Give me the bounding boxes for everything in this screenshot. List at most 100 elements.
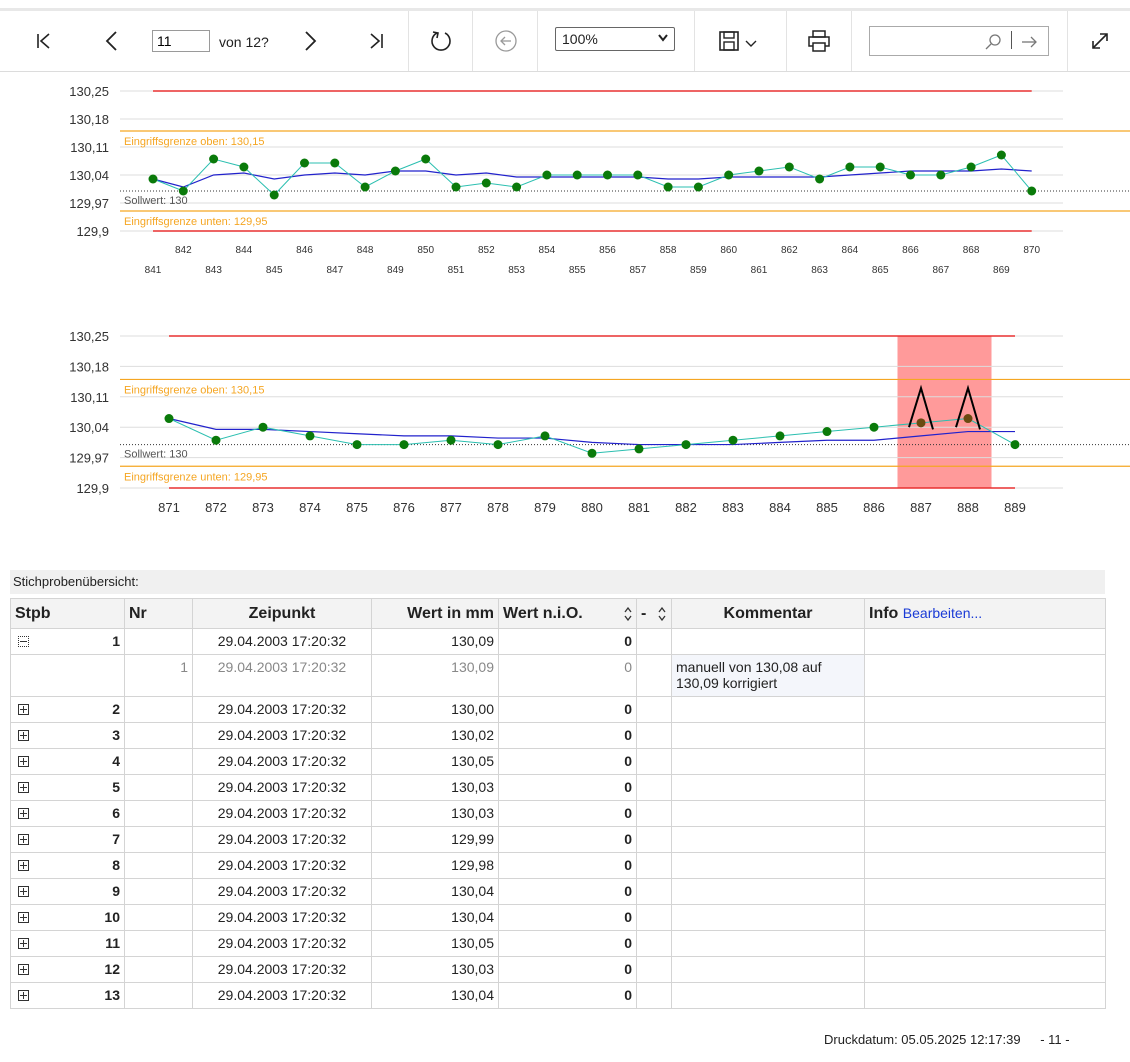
cell-wert: 129,99 (371, 826, 499, 853)
table-row[interactable]: 1 29.04.2003 17:20:32 130,09 0 (10, 628, 1106, 655)
cell-wert-nio: 0 (498, 852, 637, 879)
data-point (572, 170, 582, 180)
search-icon[interactable] (984, 33, 1004, 51)
x-tick-label: 884 (769, 500, 791, 515)
y-tick-label: 130,11 (70, 140, 109, 155)
cell-zeitpunkt: 29.04.2003 17:20:32 (192, 800, 372, 827)
data-point (481, 178, 491, 188)
y-tick-label: 130,25 (69, 84, 109, 99)
expand-icon[interactable] (18, 886, 29, 897)
stpb-value: 8 (112, 857, 120, 873)
cell-dash (636, 930, 672, 957)
table-row[interactable]: 12 29.04.2003 17:20:32 130,03 0 (10, 956, 1106, 983)
cell-info (864, 748, 1106, 775)
x-tick-label: 861 (751, 265, 768, 276)
y-tick-label: 129,9 (76, 224, 109, 239)
table-row[interactable]: 9 29.04.2003 17:20:32 130,04 0 (10, 878, 1106, 905)
data-point (148, 174, 158, 184)
table-row[interactable]: 5 29.04.2003 17:20:32 130,03 0 (10, 774, 1106, 801)
x-tick-label: 866 (902, 245, 919, 256)
x-tick-label: 847 (326, 265, 343, 276)
first-page-button[interactable] (28, 11, 60, 71)
x-tick-label: 858 (660, 245, 677, 256)
stpb-value: 1 (112, 633, 120, 649)
table-row[interactable]: 7 29.04.2003 17:20:32 129,99 0 (10, 826, 1106, 853)
cell-dash (636, 628, 672, 655)
cell-zeitpunkt: 29.04.2003 17:20:32 (192, 748, 372, 775)
alarm-highlight-area (897, 336, 992, 488)
table-row[interactable]: 13 29.04.2003 17:20:32 130,04 0 (10, 982, 1106, 1009)
expand-icon[interactable] (18, 990, 29, 1001)
table-row[interactable]: 2 29.04.2003 17:20:32 130,00 0 (10, 696, 1106, 723)
column-header-nr[interactable]: Nr (124, 598, 193, 629)
toolbar-separator (786, 11, 787, 71)
cell-kommentar (671, 956, 865, 983)
edit-link[interactable]: Bearbeiten... (902, 604, 983, 621)
expand-icon[interactable] (18, 912, 29, 923)
cell-stpb: 9 (10, 878, 125, 905)
x-tick-label: 853 (508, 265, 525, 276)
collapse-icon[interactable] (18, 636, 29, 647)
column-header-dash[interactable]: - (636, 598, 672, 629)
x-tick-label: 871 (158, 500, 180, 515)
column-header-kommentar[interactable]: Kommentar (671, 598, 865, 629)
sort-icon[interactable] (658, 607, 666, 621)
column-header-stpb[interactable]: Stpb (10, 598, 125, 629)
refresh-button[interactable] (425, 11, 457, 71)
page-number-input[interactable] (152, 30, 210, 52)
cell-wert: 130,09 (371, 654, 499, 697)
table-row[interactable]: 11 29.04.2003 17:20:32 130,05 0 (10, 930, 1106, 957)
table-sub-row[interactable]: 1 29.04.2003 17:20:32 130,09 0 manuell von 1… (10, 654, 1106, 697)
expand-icon[interactable] (18, 964, 29, 975)
expand-icon[interactable] (18, 860, 29, 871)
data-point (634, 444, 644, 454)
table-row[interactable]: 10 29.04.2003 17:20:32 130,04 0 (10, 904, 1106, 931)
cell-dash (636, 982, 672, 1009)
expand-icon[interactable] (18, 834, 29, 845)
column-header-wert-nio[interactable]: Wert n.i.O. (498, 598, 637, 629)
sort-icon[interactable] (624, 607, 632, 621)
table-row[interactable]: 3 29.04.2003 17:20:32 130,02 0 (10, 722, 1106, 749)
table-row[interactable]: 4 29.04.2003 17:20:32 130,05 0 (10, 748, 1106, 775)
find-next-arrow-icon[interactable] (1020, 33, 1040, 51)
printer-icon (808, 30, 830, 52)
cell-wert-nio: 0 (498, 800, 637, 827)
column-header-info: Info Bearbeiten... (864, 598, 1106, 629)
column-header-wert-nio-label: Wert n.i.O. (503, 604, 583, 622)
search-input[interactable] (874, 31, 978, 48)
zoom-select[interactable]: 100% (555, 27, 675, 51)
fullscreen-button[interactable] (1084, 11, 1116, 71)
cell-wert: 130,05 (371, 930, 499, 957)
column-header-zeitpunkt[interactable]: Zeipunkt (192, 598, 372, 629)
expand-icon[interactable] (18, 782, 29, 793)
cell-info (864, 982, 1106, 1009)
search-field[interactable] (869, 26, 1049, 56)
cell-wert-nio: 0 (498, 956, 637, 983)
expand-icon[interactable] (18, 808, 29, 819)
alarm-marker-icon (955, 384, 981, 430)
print-button[interactable] (803, 11, 835, 71)
previous-page-button[interactable] (96, 11, 128, 71)
table-row[interactable]: 6 29.04.2003 17:20:32 130,03 0 (10, 800, 1106, 827)
data-point (963, 414, 973, 424)
cell-zeitpunkt: 29.04.2003 17:20:32 (192, 826, 372, 853)
stpb-value: 5 (112, 779, 120, 795)
cell-wert-nio: 0 (498, 774, 637, 801)
cell-dash (636, 696, 672, 723)
last-page-button[interactable] (360, 11, 392, 71)
back-button[interactable] (490, 11, 522, 71)
data-point (258, 422, 268, 432)
cell-kommentar (671, 722, 865, 749)
x-tick-label: 883 (722, 500, 744, 515)
expand-icon[interactable] (18, 730, 29, 741)
cell-stpb: 1 (10, 628, 125, 655)
save-export-button[interactable] (712, 11, 768, 71)
expand-icon[interactable] (18, 938, 29, 949)
x-tick-label: 868 (963, 245, 980, 256)
expand-icon[interactable] (18, 704, 29, 715)
table-row[interactable]: 8 29.04.2003 17:20:32 129,98 0 (10, 852, 1106, 879)
column-header-wert[interactable]: Wert in mm (371, 598, 499, 629)
y-tick-label: 129,97 (69, 451, 109, 466)
expand-icon[interactable] (18, 756, 29, 767)
next-page-button[interactable] (294, 11, 326, 71)
